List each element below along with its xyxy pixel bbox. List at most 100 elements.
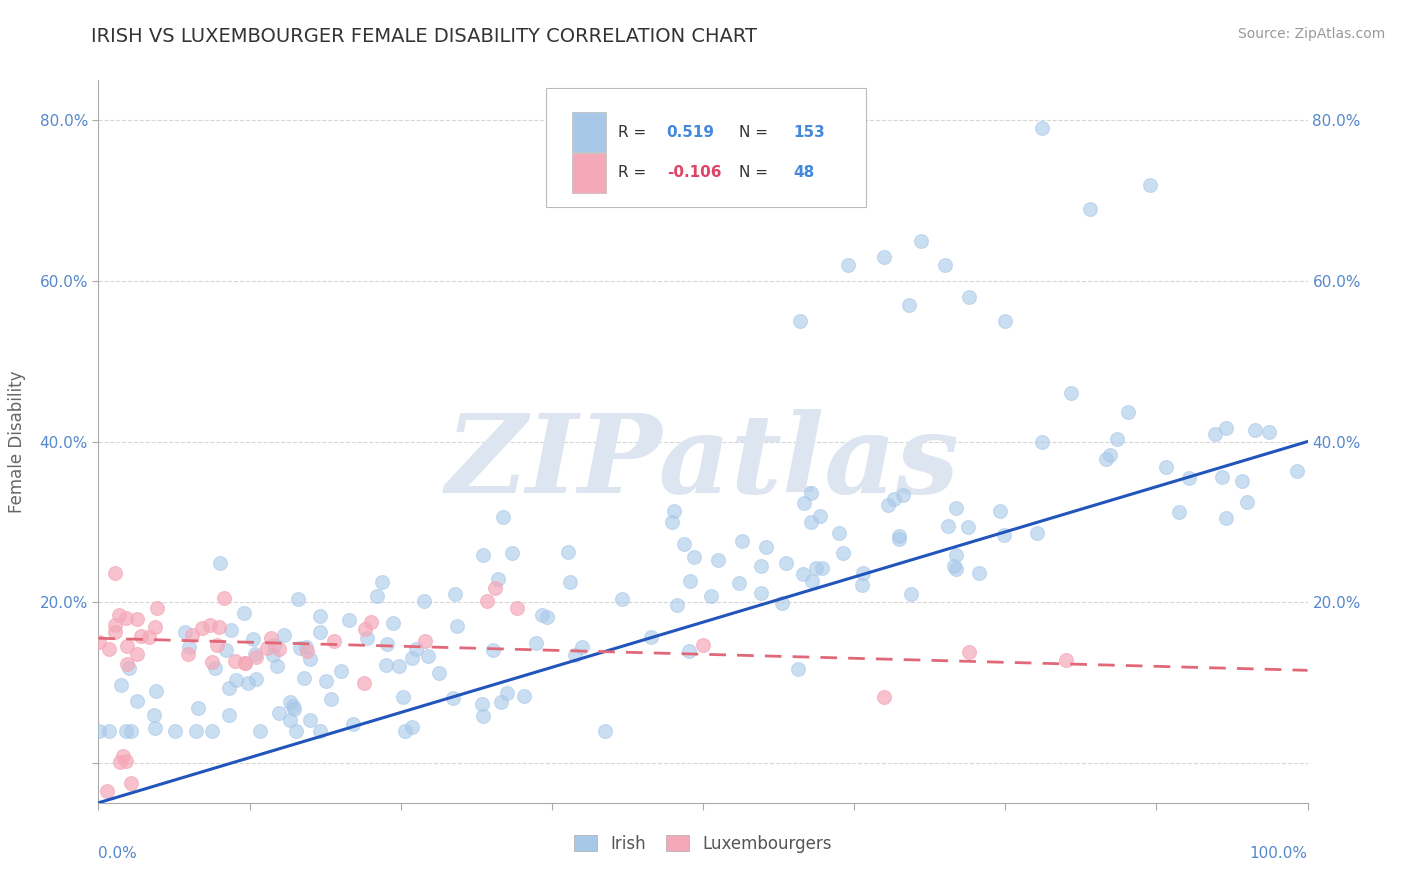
Point bbox=[1098, 448, 1121, 462]
Point bbox=[87, 635, 110, 649]
Point bbox=[177, 647, 200, 661]
Point bbox=[443, 587, 465, 601]
Point bbox=[513, 689, 536, 703]
Point bbox=[209, 557, 232, 571]
Point bbox=[104, 566, 127, 581]
FancyBboxPatch shape bbox=[546, 87, 866, 207]
Point bbox=[127, 612, 149, 626]
Point bbox=[232, 607, 254, 621]
Point bbox=[934, 258, 956, 272]
Point bbox=[1031, 121, 1053, 136]
Point bbox=[683, 550, 706, 565]
Point bbox=[1286, 464, 1309, 478]
Point bbox=[353, 676, 375, 690]
Point bbox=[800, 485, 823, 500]
Point bbox=[273, 628, 295, 642]
Point bbox=[184, 723, 207, 738]
Point bbox=[329, 664, 352, 678]
Point bbox=[1060, 386, 1083, 401]
Point bbox=[108, 755, 131, 769]
Point bbox=[295, 643, 318, 657]
Point bbox=[936, 518, 959, 533]
Point bbox=[224, 654, 246, 668]
Point bbox=[242, 632, 264, 647]
Point bbox=[191, 621, 214, 635]
Point bbox=[298, 713, 321, 727]
Point bbox=[472, 709, 495, 723]
Point bbox=[236, 676, 259, 690]
Point bbox=[174, 624, 197, 639]
Point bbox=[142, 707, 165, 722]
Point bbox=[278, 694, 301, 708]
Point bbox=[1177, 471, 1199, 485]
Point bbox=[557, 545, 579, 559]
Point bbox=[377, 637, 399, 651]
Point bbox=[283, 702, 305, 716]
Point bbox=[187, 701, 209, 715]
Point bbox=[143, 620, 166, 634]
Point bbox=[245, 673, 267, 687]
Text: 100.0%: 100.0% bbox=[1250, 847, 1308, 861]
Point bbox=[295, 640, 318, 655]
Point bbox=[1026, 526, 1049, 541]
Point bbox=[127, 694, 149, 708]
Point bbox=[471, 697, 494, 711]
Point bbox=[492, 510, 515, 524]
Point bbox=[484, 581, 506, 595]
Point bbox=[342, 717, 364, 731]
Point bbox=[957, 290, 980, 304]
Point bbox=[837, 258, 859, 272]
Point bbox=[692, 638, 714, 652]
Point bbox=[181, 628, 204, 642]
Point bbox=[700, 589, 723, 603]
Point bbox=[793, 496, 815, 510]
Point bbox=[394, 723, 416, 738]
Point bbox=[401, 651, 423, 665]
Point bbox=[120, 723, 142, 738]
Point bbox=[789, 314, 811, 328]
Point bbox=[120, 776, 142, 790]
Point bbox=[115, 723, 138, 738]
Point bbox=[115, 754, 138, 768]
Point bbox=[1215, 511, 1237, 525]
Point bbox=[308, 609, 330, 624]
Point bbox=[678, 644, 700, 658]
Point bbox=[1116, 404, 1139, 418]
Point bbox=[956, 520, 979, 534]
Point bbox=[125, 648, 148, 662]
Point bbox=[889, 529, 911, 543]
Point bbox=[801, 574, 824, 588]
Point bbox=[104, 624, 127, 639]
Point bbox=[163, 723, 186, 738]
Point bbox=[287, 591, 309, 606]
Point bbox=[673, 537, 696, 551]
Point bbox=[392, 690, 415, 705]
Point bbox=[489, 695, 512, 709]
Point bbox=[115, 639, 138, 653]
Point bbox=[260, 631, 283, 645]
Point bbox=[1211, 470, 1233, 484]
Point bbox=[481, 643, 503, 657]
Point bbox=[1031, 434, 1053, 449]
Point bbox=[558, 575, 581, 590]
Text: 153: 153 bbox=[794, 125, 825, 140]
Point bbox=[811, 561, 834, 575]
Point bbox=[233, 656, 256, 670]
Point bbox=[495, 686, 517, 700]
Text: ZIPatlas: ZIPatlas bbox=[446, 409, 960, 517]
Point bbox=[943, 559, 966, 574]
Point bbox=[218, 707, 240, 722]
Point bbox=[281, 698, 304, 713]
Point bbox=[418, 648, 440, 663]
Point bbox=[111, 749, 134, 764]
Point bbox=[501, 546, 523, 560]
Point bbox=[1236, 495, 1258, 509]
Point bbox=[775, 557, 797, 571]
Point bbox=[593, 723, 616, 738]
Point bbox=[1139, 178, 1161, 192]
Point bbox=[891, 488, 914, 502]
Point bbox=[97, 723, 120, 738]
Point bbox=[1078, 202, 1101, 216]
Point bbox=[143, 721, 166, 735]
Point bbox=[405, 641, 427, 656]
